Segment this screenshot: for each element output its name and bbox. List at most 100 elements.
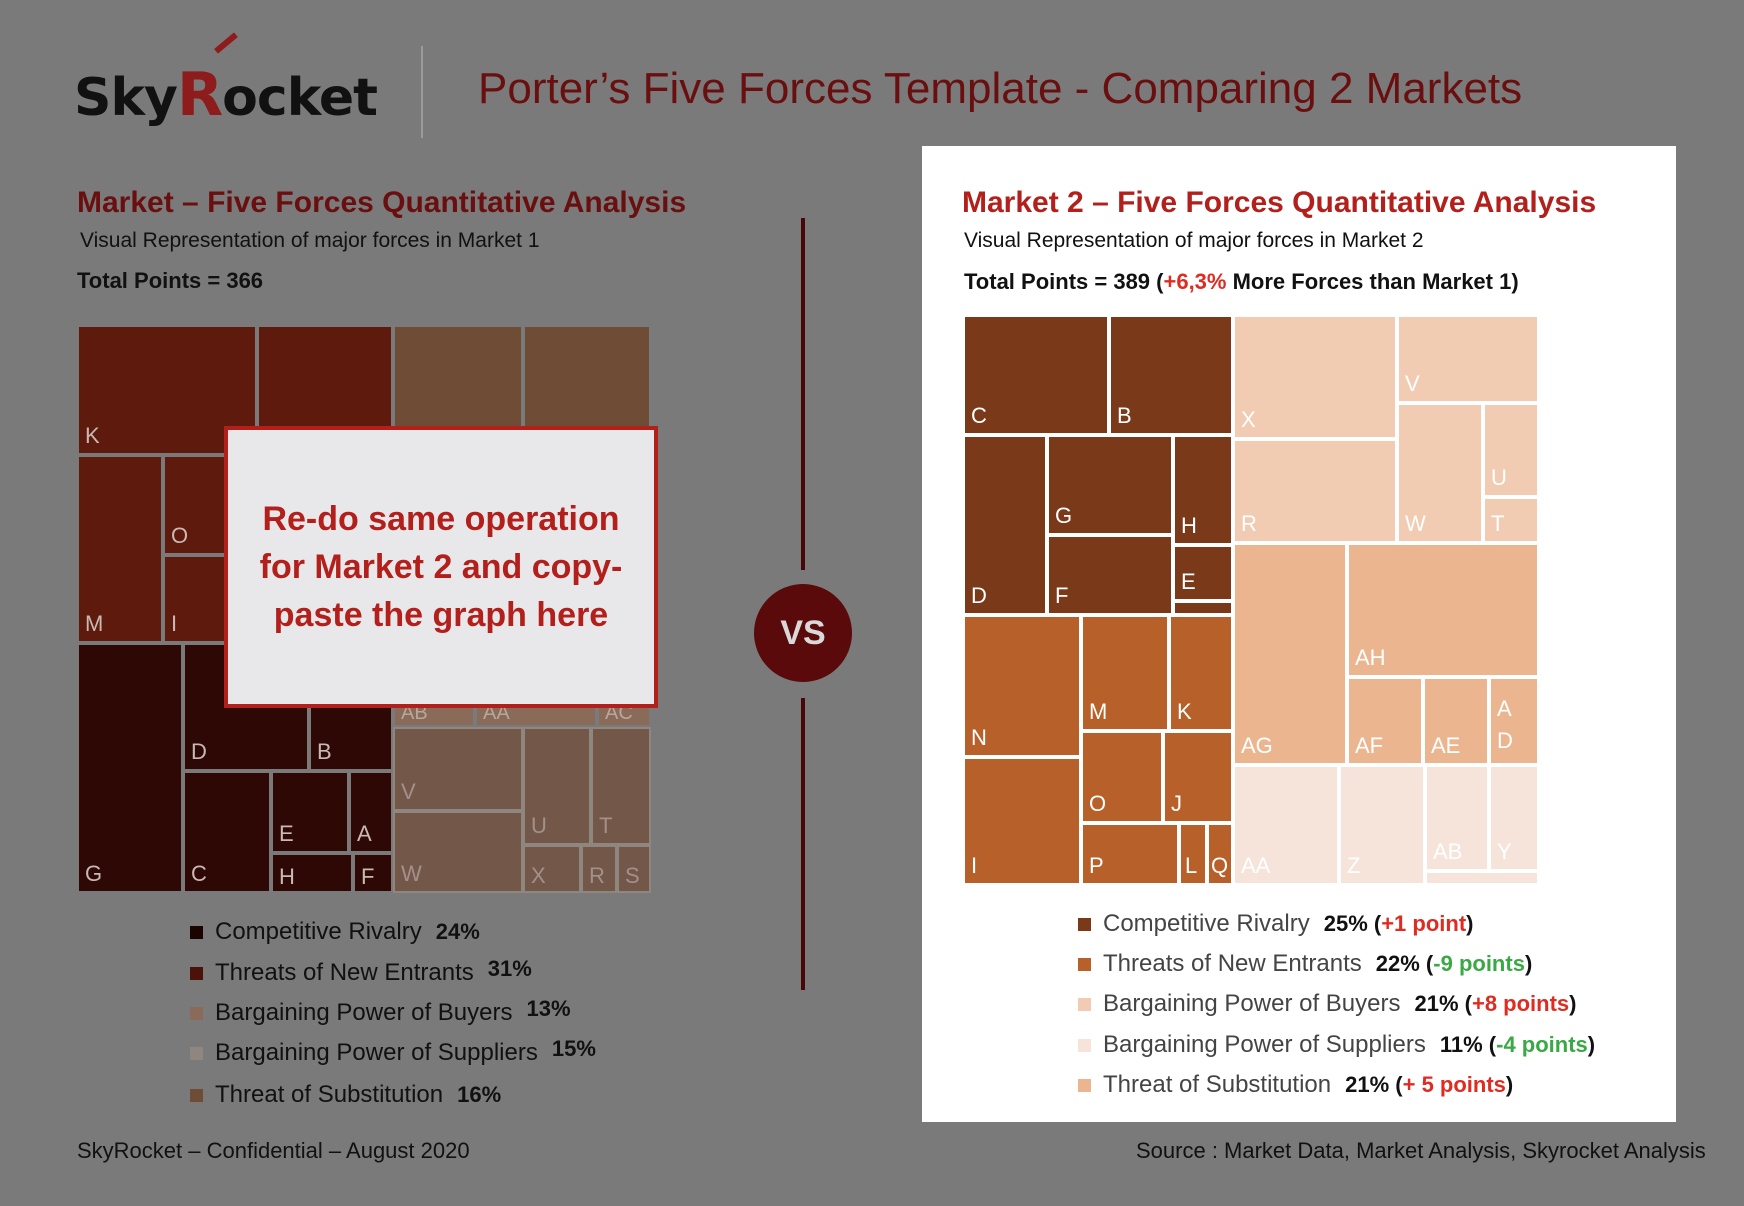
tile-o: O bbox=[163, 455, 227, 555]
legend-value: 15% bbox=[551, 1036, 596, 1061]
legend-label: Bargaining Power of Suppliers bbox=[215, 1039, 538, 1066]
tile-ae: AE bbox=[1423, 677, 1489, 765]
tile-f: F bbox=[353, 853, 393, 893]
legend-label: Bargaining Power of Buyers bbox=[1103, 990, 1401, 1017]
tile-w: W bbox=[1397, 403, 1483, 543]
tile-right-fill-1 bbox=[1173, 601, 1233, 615]
legend-item: Bargaining Power of Suppliers 15% bbox=[190, 1036, 596, 1067]
tile-l: L bbox=[1179, 823, 1207, 885]
footer-source: Source : Market Data, Market Analysis, S… bbox=[1136, 1138, 1706, 1163]
legend-label: Bargaining Power of Buyers bbox=[215, 999, 513, 1026]
legend-value: 31% bbox=[487, 956, 532, 981]
legend-label: Competitive Rivalry bbox=[215, 918, 422, 945]
tile-o: O bbox=[1081, 731, 1163, 823]
legend-item: Threats of New Entrants 31% bbox=[190, 956, 532, 987]
header-divider bbox=[421, 46, 423, 138]
legend-value: 16% bbox=[457, 1082, 502, 1107]
logo-text-sky: Sky bbox=[74, 68, 178, 128]
footer-confidential: SkyRocket – Confidential – August 2020 bbox=[77, 1138, 470, 1163]
market1-total-points: Total Points = 366 bbox=[77, 268, 264, 293]
tile-m: M bbox=[1081, 615, 1169, 731]
legend-item: Competitive Rivalry 25% (+1 point) bbox=[1078, 910, 1473, 938]
tile-ag: AG bbox=[1233, 543, 1347, 765]
legend-value: 22% (-9 points) bbox=[1375, 951, 1533, 976]
tile-d: D bbox=[963, 435, 1047, 615]
legend-swatch bbox=[1078, 917, 1091, 931]
tile-e: E bbox=[271, 771, 349, 853]
legend-delta: + 5 points bbox=[1402, 1072, 1506, 1097]
legend-item: Bargaining Power of Suppliers 11% (-4 poi… bbox=[1078, 1031, 1595, 1059]
tile-ad: A D bbox=[1489, 677, 1539, 765]
legend-item: Threats of New Entrants 22% (-9 points) bbox=[1078, 950, 1532, 978]
tile-ah: AH bbox=[1347, 543, 1539, 677]
tile-v: V bbox=[393, 727, 523, 811]
tile-i: I bbox=[963, 757, 1081, 885]
tile-g: G bbox=[1047, 435, 1173, 535]
legend-swatch bbox=[1078, 997, 1091, 1011]
page-title: Porter’s Five Forces Template - Comparin… bbox=[478, 64, 1523, 113]
tile-q: Q bbox=[1207, 823, 1233, 885]
total-delta: +6,3% bbox=[1163, 269, 1227, 294]
legend-delta: -9 points bbox=[1433, 951, 1525, 976]
tile-r: R bbox=[581, 845, 617, 893]
legend-item: Threat of Substitution 21% (+ 5 points) bbox=[1078, 1071, 1513, 1099]
legend-delta: +1 point bbox=[1381, 911, 1467, 936]
tile-h: H bbox=[271, 853, 353, 893]
logo-text-r: R bbox=[176, 60, 223, 130]
tile-af: AF bbox=[1347, 677, 1423, 765]
legend-delta: -4 points bbox=[1496, 1032, 1588, 1057]
legend-value: 11% (-4 points) bbox=[1439, 1032, 1596, 1057]
legend-item: Bargaining Power of Buyers 13% bbox=[190, 996, 571, 1027]
logo-accent-mark bbox=[214, 32, 238, 54]
market2-total-points: Total Points = 389 (+6,3% More Forces th… bbox=[964, 269, 1519, 294]
legend-swatch bbox=[190, 1046, 203, 1060]
skyrocket-logo: SkyRocket bbox=[74, 32, 378, 140]
tile-w: W bbox=[393, 811, 523, 893]
logo-text-ocket: ocket bbox=[222, 68, 378, 128]
legend-swatch bbox=[1078, 1078, 1091, 1092]
tile-i: I bbox=[163, 555, 227, 643]
legend-value: 13% bbox=[526, 996, 571, 1021]
tile-u: U bbox=[1483, 403, 1539, 497]
tile-y: Y bbox=[1489, 765, 1539, 871]
tile-u: U bbox=[523, 727, 591, 845]
legend-swatch bbox=[190, 966, 203, 980]
tile-right-fill-2 bbox=[1425, 871, 1539, 885]
legend-label: Threats of New Entrants bbox=[1103, 950, 1362, 977]
tile-k: K bbox=[1169, 615, 1233, 731]
instruction-callout: Re-do same operation for Market 2 and co… bbox=[224, 426, 658, 708]
tile-p: P bbox=[1081, 823, 1179, 885]
tile-c: C bbox=[963, 315, 1109, 435]
tile-h: H bbox=[1173, 435, 1233, 545]
vs-divider-top bbox=[801, 218, 805, 570]
legend-swatch bbox=[190, 1088, 203, 1102]
tile-r: R bbox=[1233, 439, 1397, 543]
tile-m: M bbox=[77, 455, 163, 643]
market1-title: Market – Five Forces Quantitative Analys… bbox=[77, 186, 687, 219]
legend-swatch bbox=[190, 925, 203, 939]
legend-swatch bbox=[1078, 1038, 1091, 1052]
legend-label: Threat of Substitution bbox=[1103, 1071, 1332, 1098]
tile-e: E bbox=[1173, 545, 1233, 601]
tile-x: X bbox=[523, 845, 581, 893]
legend-item: Bargaining Power of Buyers 21% (+8 points… bbox=[1078, 990, 1577, 1018]
legend-value: 24% bbox=[435, 919, 480, 944]
legend-label: Competitive Rivalry bbox=[1103, 910, 1310, 937]
tile-t: T bbox=[591, 727, 651, 845]
instruction-text: Re-do same operation for Market 2 and co… bbox=[259, 500, 623, 634]
legend-delta: +8 points bbox=[1471, 991, 1570, 1016]
vs-divider-bottom bbox=[801, 698, 805, 990]
tile-j: J bbox=[1163, 731, 1233, 823]
tile-t: T bbox=[1483, 497, 1539, 543]
tile-z: Z bbox=[1339, 765, 1425, 885]
tile-aa: AA bbox=[1233, 765, 1339, 885]
tile-v: V bbox=[1397, 315, 1539, 403]
legend-label: Threats of New Entrants bbox=[215, 959, 474, 986]
legend-item: Competitive Rivalry 24% bbox=[190, 918, 480, 946]
market2-subtitle: Visual Representation of major forces in… bbox=[964, 229, 1424, 252]
legend-label: Bargaining Power of Suppliers bbox=[1103, 1031, 1426, 1058]
market1-subtitle: Visual Representation of major forces in… bbox=[80, 229, 540, 252]
tile-b: B bbox=[1109, 315, 1233, 435]
legend-swatch bbox=[1078, 957, 1091, 971]
legend-item: Threat of Substitution 16% bbox=[190, 1081, 501, 1109]
